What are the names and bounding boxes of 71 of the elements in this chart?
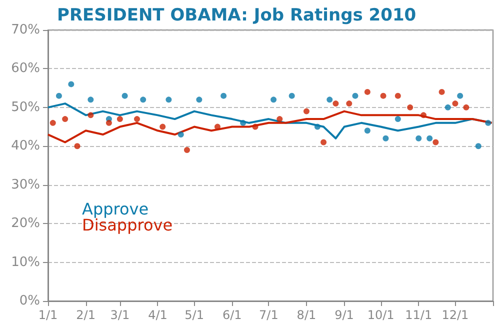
point [196,96,202,103]
x-tick-label: 8/1 [296,308,316,322]
text: Approve [82,200,149,218]
point [352,92,358,99]
x-tick-label: 3/1 [110,308,130,322]
point [444,104,451,110]
point [314,124,320,130]
point [457,92,464,99]
point [270,96,277,103]
x-tick-label: 6/1 [222,308,242,322]
point [252,124,258,130]
point [122,92,128,99]
point [160,124,166,130]
point [276,116,283,122]
y-tick-label: 10% [11,254,40,270]
x-tick-label: 2/1 [76,308,96,322]
point [407,104,414,110]
x-tick-label: 7/1 [259,308,278,322]
point [220,92,227,99]
y-tick-label: 0% [19,294,40,308]
point [326,96,333,103]
point [416,135,422,142]
point [68,81,74,88]
point [320,139,327,146]
point [106,120,112,126]
point [140,96,146,103]
x-tick-label: 5/1 [184,308,204,322]
y-tick-label: 30% [11,177,40,192]
point [240,120,246,126]
x-tick-label: 12/1 [442,308,469,322]
point [452,100,458,107]
point [463,104,470,110]
point [56,92,62,99]
x-tick-label: 11/1 [405,308,432,322]
y-tick-label: 40% [11,138,40,154]
point [88,112,94,118]
x-tick-label: 9/1 [334,308,354,322]
point [432,139,439,146]
chart-title: PRESIDENT OBAMA: Job Ratings 2010 [57,6,416,26]
point [346,100,352,107]
point [303,108,310,114]
point [364,88,370,95]
point [420,112,427,118]
point [166,96,172,103]
x-tick-label: 4/1 [148,308,168,322]
point [394,116,401,122]
point [380,92,386,99]
point [88,96,94,103]
point [382,135,389,142]
y-tick-label: 20% [11,216,40,232]
point [438,88,445,95]
x-tick-label: 1/1 [38,308,58,322]
line-series [47,110,493,144]
point [184,147,190,154]
point [62,116,68,122]
point [426,135,433,142]
point [134,116,140,122]
point [288,92,295,99]
x-tick-label: 10/1 [367,308,394,322]
y-tick-label: 70% [11,22,40,38]
point [178,132,184,138]
point [475,143,482,150]
point [485,120,492,126]
point [74,143,80,150]
y-tick-label: 50% [11,100,40,115]
point [116,116,123,122]
point [364,128,370,134]
point [394,92,401,99]
point [50,120,56,126]
point [332,100,339,107]
y-tick-label: 60% [11,61,40,76]
